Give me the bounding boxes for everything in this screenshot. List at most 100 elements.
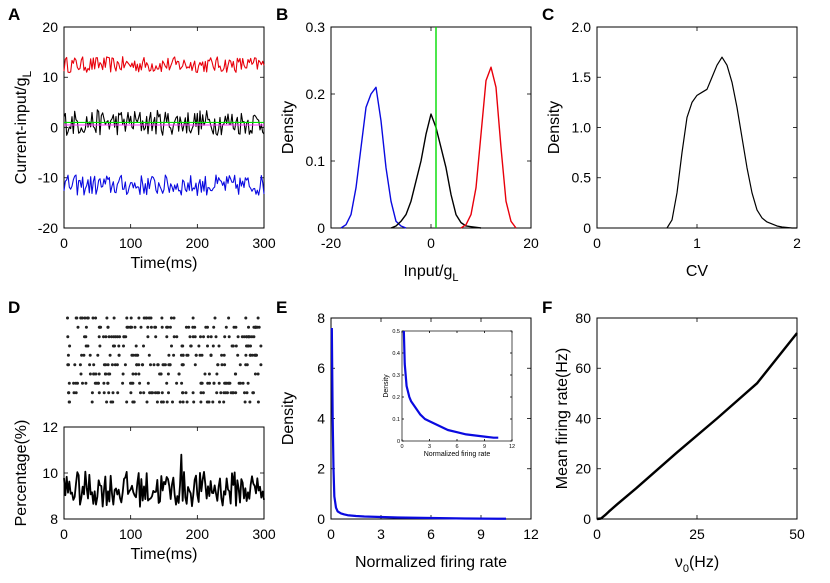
raster-dot — [147, 353, 151, 357]
x-tick-label: 0 — [593, 526, 601, 542]
raster-dot — [154, 335, 158, 339]
raster-dot — [137, 372, 141, 376]
raster-dot — [207, 400, 211, 404]
raster-dot — [227, 335, 231, 339]
x-axis-label: Normalized firing rate — [355, 554, 507, 571]
raster-dot — [73, 363, 77, 367]
raster-dot — [160, 325, 164, 329]
raster-dot — [215, 372, 219, 376]
y-tick-label: 0 — [397, 439, 400, 445]
raster-dot — [230, 344, 234, 348]
raster-dot — [134, 344, 138, 348]
raster-dot — [211, 400, 215, 404]
raster-dot — [167, 391, 170, 395]
raster-dot — [247, 325, 250, 329]
raster-dot — [218, 400, 221, 404]
raster-dot — [191, 391, 195, 395]
raster-dot — [234, 344, 238, 348]
x-axis-label: Time(ms) — [131, 546, 198, 563]
x-tick-label: 12 — [523, 526, 539, 542]
raster-dot — [171, 400, 174, 404]
raster-dot — [82, 353, 86, 357]
raster-dot — [88, 372, 92, 376]
raster-dot — [201, 391, 205, 395]
raster-dot — [106, 325, 110, 329]
y-tick-label: 1.5 — [572, 69, 592, 85]
x-tick-label: 3 — [428, 444, 431, 450]
raster-dot — [66, 316, 69, 320]
raster-dot — [99, 325, 103, 329]
raster-dot — [255, 325, 259, 329]
raster-dot — [199, 391, 203, 395]
raster-dot — [184, 391, 188, 395]
x-tick-label: 100 — [119, 235, 143, 251]
series-cv — [666, 56, 797, 229]
raster-dot — [197, 344, 201, 348]
y-tick-label: 40 — [575, 410, 591, 426]
raster-dot — [68, 344, 72, 348]
raster-dot — [102, 335, 105, 339]
raster-dot — [83, 316, 87, 320]
raster-dot — [229, 391, 233, 395]
raster-dot — [84, 325, 88, 329]
x-tick-label: 3 — [377, 526, 385, 542]
axes-C: 0 1 2 2.0 1.5 1.0 0.5 0 Density CV — [546, 19, 801, 280]
raster-dot — [139, 325, 143, 329]
x-tick-label: 12 — [509, 444, 515, 450]
raster-dot — [193, 363, 197, 367]
raster-dot — [146, 325, 150, 329]
raster-dot — [246, 381, 250, 385]
y-tick-label: 0.1 — [306, 153, 326, 169]
y-axis-label: Current-input/gL — [13, 70, 34, 184]
raster-dot — [160, 391, 164, 395]
raster-dot — [88, 353, 92, 357]
raster-dot — [252, 335, 256, 339]
raster-dot — [199, 381, 203, 385]
raster-dot — [113, 363, 117, 367]
y-tick-label: 12 — [42, 419, 58, 435]
raster-dot — [107, 372, 110, 376]
raster-dot — [103, 372, 107, 376]
raster-dot — [244, 316, 248, 320]
panel-label-A: A — [8, 5, 20, 24]
y-axis-label: Percentage(%) — [13, 420, 30, 527]
raster-dot — [129, 391, 133, 395]
inset-x-label: Normalized firing rate — [424, 451, 491, 458]
raster-dot — [206, 381, 210, 385]
raster-dot — [245, 391, 249, 395]
raster-dot — [96, 381, 100, 385]
x-tick-label: 0 — [400, 444, 403, 450]
raster-dot — [209, 335, 213, 339]
raster-dot — [224, 325, 228, 329]
raster-dot — [125, 325, 129, 329]
raster-dot — [121, 381, 125, 385]
raster-dot — [98, 344, 102, 348]
raster-dot — [96, 353, 100, 357]
x-tick-label: 0 — [327, 526, 335, 542]
raster-dot — [129, 316, 133, 320]
raster-dot — [165, 381, 169, 385]
raster-dot — [72, 391, 76, 395]
x-tick-label: 300 — [252, 526, 276, 542]
raster-dot — [136, 353, 140, 357]
raster-dot — [240, 335, 244, 339]
raster-dot — [236, 335, 240, 339]
x-axis-label: Input/gL — [403, 263, 458, 284]
raster-dot — [155, 391, 159, 395]
raster-dot — [251, 391, 255, 395]
raster-dot — [248, 400, 252, 404]
raster-dot — [106, 381, 110, 385]
raster-dot — [202, 335, 205, 339]
raster-dot — [219, 391, 223, 395]
inset-y-label: Density — [383, 374, 390, 398]
raster-dot — [91, 316, 95, 320]
raster-dot — [79, 372, 83, 376]
raster-dot — [191, 316, 195, 320]
axes-A: 0 100 200 30020100-10-20Current-input/gLTim… — [13, 19, 276, 272]
raster-dot — [121, 372, 125, 376]
raster-dot — [84, 381, 88, 385]
raster-dot — [92, 372, 96, 376]
raster-dot — [236, 353, 240, 357]
x-tick-label: -20 — [321, 235, 341, 251]
raster-dot — [191, 325, 195, 329]
